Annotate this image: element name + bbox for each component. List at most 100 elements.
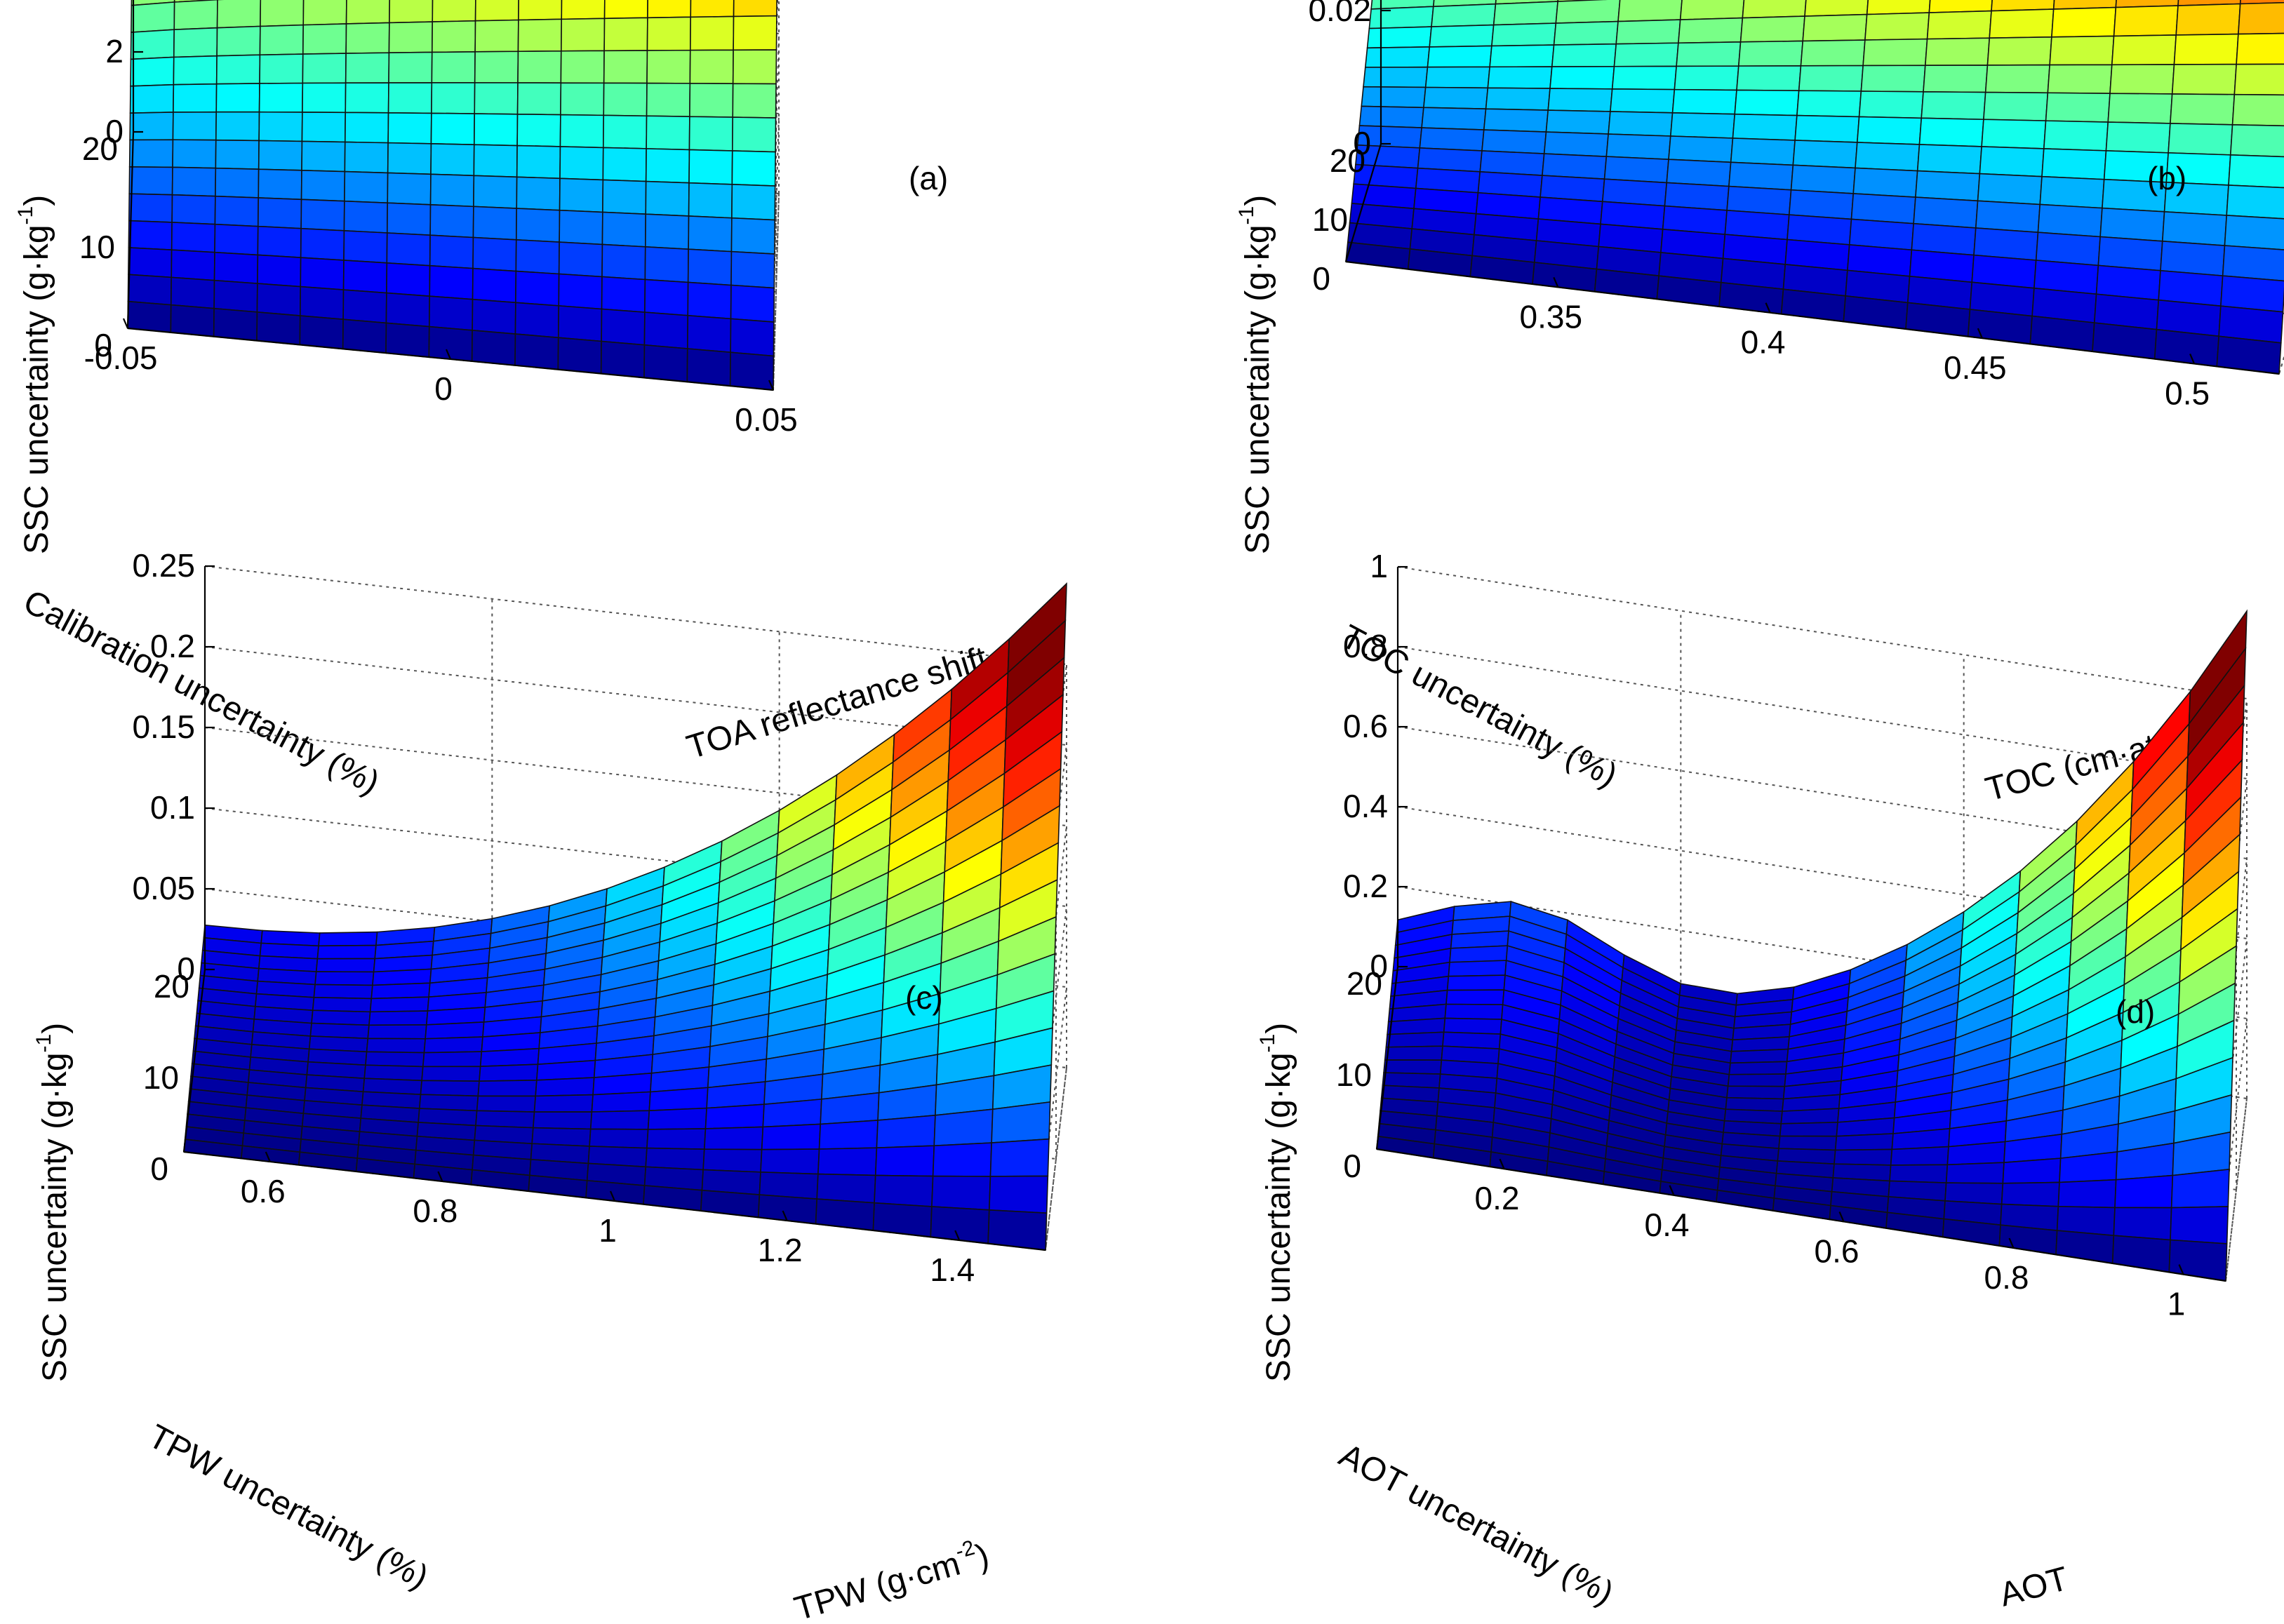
- surface-patch: [299, 315, 344, 350]
- surface-patch: [2092, 322, 2158, 360]
- x-tick-label: 1.2: [758, 1232, 803, 1268]
- x-axis-line: [127, 327, 774, 391]
- surface-patch: [2097, 236, 2163, 271]
- x-tick: [768, 380, 775, 391]
- surface-patch: [130, 29, 175, 60]
- surface-patch: [1730, 1048, 1789, 1064]
- surface-patch: [536, 1059, 596, 1081]
- surface-patch: [432, 0, 476, 22]
- x-tick-label: -0.05: [84, 340, 158, 376]
- z-axis-label-c: SSC uncertainty (g·kg-1): [32, 1023, 74, 1382]
- surface-patch: [732, 49, 777, 85]
- surface-patch: [601, 243, 646, 281]
- surface-patch: [300, 170, 346, 202]
- x-tick: [1553, 276, 1559, 288]
- surface-patch: [644, 213, 690, 250]
- surface-patch: [472, 298, 516, 335]
- surface-patch: [601, 276, 646, 313]
- surface-patch: [1542, 153, 1608, 180]
- surface-patch: [688, 182, 733, 219]
- surface-patch: [558, 241, 603, 278]
- x-tick: [265, 1151, 271, 1162]
- surface-patch: [559, 114, 605, 149]
- surface-patch: [1913, 196, 1979, 229]
- surface-patch: [299, 286, 345, 321]
- surface-patch: [171, 194, 216, 225]
- surface-patch: [1671, 88, 1737, 115]
- surface-patch: [2173, 33, 2239, 65]
- surface-patch: [533, 1094, 594, 1113]
- surface-patch: [1449, 945, 1509, 963]
- surface-patch: [1983, 91, 2049, 121]
- surface-patch: [557, 337, 602, 375]
- surface-patch: [1421, 107, 1487, 130]
- surface-patch: [387, 82, 433, 114]
- surface-patch: [1613, 42, 1679, 67]
- x-tick-label: 0.2: [1475, 1180, 1520, 1216]
- surface-patch: [2114, 1174, 2174, 1209]
- surface-patch: [646, 1128, 707, 1150]
- surface-patch: [1984, 64, 2050, 94]
- x-tick-label: 0.6: [241, 1173, 286, 1209]
- y-tick-label: 20: [154, 968, 189, 1005]
- surface-patch: [689, 15, 735, 51]
- surface-patch: [343, 200, 389, 234]
- surface-patch: [301, 140, 346, 173]
- x-axis-label-d: AOT: [1996, 1560, 2072, 1614]
- surface-patch: [730, 318, 775, 357]
- x-tick-label: 0: [434, 370, 453, 407]
- surface-patch: [214, 223, 259, 256]
- y-tick-label: 10: [1336, 1056, 1372, 1093]
- x-axis-label-c: TPW (g·cm-2): [789, 1533, 994, 1624]
- x-tick: [782, 1210, 788, 1221]
- surface-patch: [313, 984, 373, 1000]
- surface-patch: [471, 329, 516, 366]
- surface-patch: [1553, 20, 1619, 46]
- surface-patch: [474, 19, 519, 53]
- y-axis-line: [1344, 143, 1382, 262]
- surface-patch: [988, 1175, 1049, 1214]
- surface-patch: [2170, 1168, 2230, 1209]
- surface-patch: [1792, 140, 1858, 169]
- surface-patch: [421, 1066, 481, 1082]
- axes-c: 0 0.05 0.1 0.15 0.2 0.25 0 10 20 0.6 0.8 1 1.2 1.4: [132, 547, 1046, 1288]
- surface-patch: [700, 1189, 761, 1219]
- x-tick-label: 1.4: [930, 1251, 975, 1288]
- surface-patch: [387, 142, 432, 175]
- surface-patch: [473, 144, 518, 178]
- surface-patch: [423, 1036, 483, 1054]
- surface-patch: [215, 83, 260, 113]
- surface-patch: [430, 112, 476, 145]
- surface-patch: [688, 215, 733, 253]
- surface-patch: [1834, 1148, 1893, 1166]
- surface-a: [127, 0, 777, 391]
- surface-patch: [818, 1120, 879, 1150]
- surface-patch: [1918, 117, 1984, 147]
- surface-patch: [516, 82, 562, 116]
- z-tick-label: 0: [105, 113, 123, 149]
- surface-patch: [2168, 1239, 2228, 1282]
- surface-patch: [1734, 89, 1800, 116]
- surface-patch: [514, 333, 559, 370]
- surface-patch: [422, 1051, 483, 1068]
- surface-patch: [761, 1123, 822, 1150]
- surface-patch: [1419, 127, 1485, 152]
- surface-patch: [342, 260, 388, 294]
- surface-patch: [1446, 974, 1506, 991]
- surface-patch: [128, 193, 173, 223]
- z-axis-label-b: SSC uncertainty (g·kg-1): [1235, 195, 1276, 554]
- x-tick-label: 0.8: [413, 1193, 458, 1229]
- surface-patch: [1679, 0, 1745, 20]
- grid-line: [133, 131, 780, 391]
- surface-patch: [479, 1047, 540, 1067]
- surface-patch: [302, 23, 347, 55]
- surface-patch: [1551, 43, 1617, 67]
- surface-patch: [1423, 86, 1489, 109]
- surface-patch: [646, 82, 691, 117]
- surface-patch: [1483, 108, 1549, 133]
- surface-patch: [258, 140, 303, 171]
- surface-patch: [560, 50, 605, 84]
- surface-patch: [815, 1198, 875, 1231]
- surface-patch: [517, 50, 562, 83]
